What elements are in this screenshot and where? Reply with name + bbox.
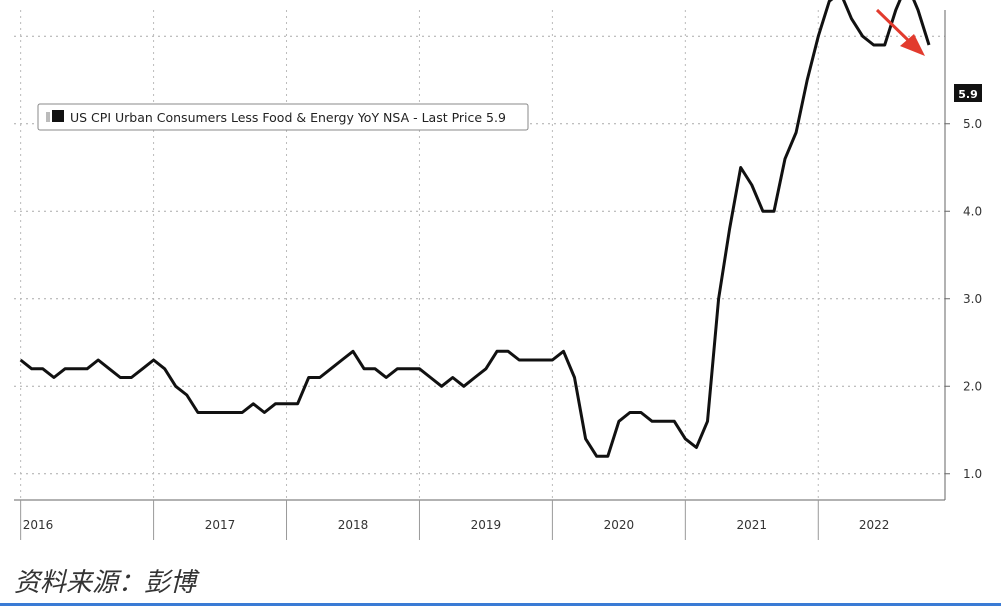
x-tick-label: 2021 — [737, 518, 768, 532]
x-tick-label: 2018 — [338, 518, 369, 532]
x-tick-label: 2016 — [23, 518, 54, 532]
cpi-line-chart: 1.0 2.0 3.0 4.0 5.0 2016 2017 2018 2019 2020 2021… — [14, 0, 982, 540]
y-tick-label: 4.0 — [963, 204, 982, 218]
legend: US CPI Urban Consumers Less Food & Energ… — [37, 103, 529, 131]
legend-label: US CPI Urban Consumers Less Food & Energ… — [70, 110, 506, 125]
y-tick-label: 1.0 — [963, 467, 982, 481]
x-tick-labels: 2016 2017 2018 2019 2020 2021 2022 — [20, 500, 890, 540]
legend-swatch-main — [52, 110, 64, 122]
bottom-divider — [0, 603, 1001, 606]
y-tick-label: 3.0 — [963, 292, 982, 306]
data-series — [19, 0, 931, 458]
grid-lines — [14, 10, 945, 500]
source-caption: 资料来源：彭博 — [14, 568, 197, 598]
x-tick-label: 2020 — [604, 518, 635, 532]
last-price-badge: 5.9 — [954, 84, 982, 102]
red-arrow-icon — [875, 8, 925, 56]
y-tick-label: 5.0 — [963, 117, 982, 131]
legend-swatch — [46, 112, 50, 122]
x-tick-label: 2022 — [859, 518, 890, 532]
series-line — [19, 0, 931, 458]
x-tick-label: 2019 — [471, 518, 502, 532]
x-tick-label: 2017 — [205, 518, 236, 532]
y-tick-label: 2.0 — [963, 379, 982, 393]
last-price-label: 5.9 — [958, 88, 978, 101]
y-tick-labels: 1.0 2.0 3.0 4.0 5.0 — [945, 117, 982, 481]
